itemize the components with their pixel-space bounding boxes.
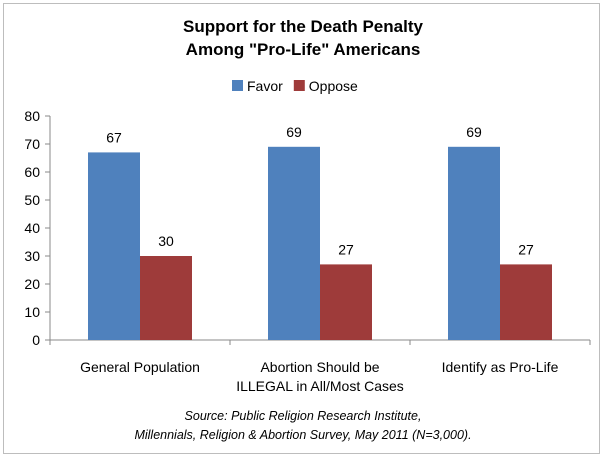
data-label: 69 (286, 124, 302, 140)
source-note: Source: Public Religion Research Institu… (185, 409, 422, 423)
bar-oppose (320, 264, 372, 340)
y-tick-label: 0 (32, 332, 40, 348)
bar-oppose (500, 264, 552, 340)
legend-swatch-favor (232, 80, 243, 91)
y-tick-label: 20 (24, 276, 40, 292)
legend-label: Oppose (309, 78, 358, 94)
data-label: 67 (106, 129, 122, 145)
x-category-label: Identify as Pro-Life (442, 359, 559, 375)
bar-favor (448, 146, 500, 340)
chart-title-line: Support for the Death Penalty (183, 17, 423, 36)
data-label: 30 (158, 233, 174, 249)
source-note: Millennials, Religion & Abortion Survey,… (134, 428, 471, 442)
y-tick-label: 50 (24, 192, 40, 208)
data-label: 69 (466, 124, 482, 140)
bar-oppose (140, 256, 192, 340)
y-tick-label: 60 (24, 164, 40, 180)
y-tick-label: 30 (24, 248, 40, 264)
chart-frame (3, 3, 600, 454)
y-tick-label: 10 (24, 304, 40, 320)
y-tick-label: 70 (24, 136, 40, 152)
chart-title-line: Among "Pro-Life" Americans (186, 40, 421, 59)
legend-label: Favor (247, 78, 283, 94)
legend-swatch-oppose (293, 80, 305, 91)
bar-favor (268, 146, 320, 340)
bar-favor (88, 152, 140, 340)
x-category-label: Abortion Should be (260, 359, 379, 375)
data-label: 27 (338, 241, 354, 257)
x-category-label: General Population (80, 359, 200, 375)
x-category-label: ILLEGAL in All/Most Cases (236, 378, 404, 394)
data-label: 27 (518, 241, 534, 257)
y-tick-label: 40 (24, 220, 40, 236)
y-tick-label: 80 (24, 108, 40, 124)
